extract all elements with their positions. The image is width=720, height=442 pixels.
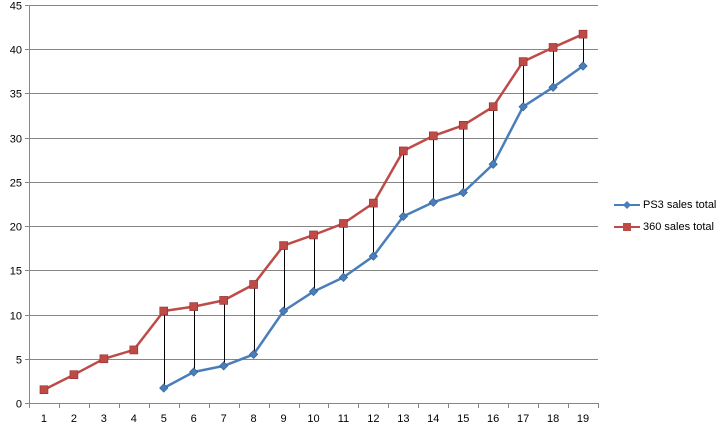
ytick-label-10: 10 [10,311,22,323]
axes [25,5,599,408]
drop-lines [164,34,584,388]
marker-s0-x18 [548,82,558,92]
xtick-label-7: 7 [221,413,227,425]
marker-s0-x16 [488,159,498,169]
marker-s1-x11 [339,219,348,228]
ytick-label-40: 40 [10,45,22,57]
marker-s1-x10 [309,230,318,240]
xtick-label-9: 9 [280,413,286,425]
xtick-label-2: 2 [71,413,77,425]
legend-swatch-ps3 [614,201,640,209]
xtick-label-17: 17 [517,413,529,425]
marker-s0-x17 [518,102,528,112]
legend-item-ps3: PS3 sales total [612,196,716,218]
marker-s1-x2 [69,370,79,379]
marker-s0-x6 [189,367,199,377]
xtick-label-4: 4 [131,413,137,425]
gridlines [29,5,598,360]
marker-s0-x11 [338,272,349,283]
ytick-label-15: 15 [10,266,22,278]
xtick-label-16: 16 [487,413,499,425]
xtick-label-18: 18 [547,413,559,425]
marker-s1-x18 [548,43,558,52]
xtick-label-12: 12 [367,413,379,425]
marker-s1-x3 [99,354,109,364]
xtick-label-10: 10 [307,413,319,425]
marker-s1-x5 [159,306,169,316]
legend-swatch-360 [614,223,640,231]
xtick-label-1: 1 [41,413,47,425]
xtick-label-8: 8 [251,413,257,425]
marker-s0-x14 [428,197,438,207]
xtick-label-15: 15 [457,413,469,425]
ytick-label-0: 0 [16,399,22,411]
marker-s0-x7 [219,361,229,371]
xtick-label-5: 5 [161,413,167,425]
ytick-label-25: 25 [10,178,22,190]
marker-s1-x4 [129,345,139,355]
marker-s1-x13 [399,146,408,156]
marker-s0-x12 [368,251,379,261]
marker-s1-x1 [39,385,49,395]
marker-s1-x9 [279,241,288,250]
marker-s1-x7 [219,296,228,305]
marker-s0-x13 [398,211,408,222]
marker-s1-x17 [518,57,528,66]
series-markers [39,29,588,395]
xtick-label-3: 3 [101,413,107,425]
marker-s0-x10 [308,286,319,297]
marker-s0-x5 [159,383,169,393]
ytick-label-30: 30 [10,134,22,146]
marker-s0-x19 [578,61,588,71]
marker-s0-x15 [458,187,468,198]
marker-s0-x9 [278,306,289,316]
legend-label-ps3: PS3 sales total [643,199,717,211]
marker-s1-x19 [578,29,588,39]
xtick-label-13: 13 [397,413,409,425]
marker-s1-x14 [428,131,438,141]
series-lines [42,32,585,391]
series-line-1 [42,32,585,391]
xtick-label-6: 6 [191,413,197,425]
legend: PS3 sales total 360 sales total [612,196,716,240]
marker-s1-x15 [458,120,468,130]
marker-s1-x12 [369,198,378,208]
xtick-label-14: 14 [427,413,439,425]
marker-s1-x8 [249,280,258,289]
legend-item-360: 360 sales total [612,218,716,240]
ytick-label-45: 45 [10,1,22,13]
marker-s1-x16 [488,102,498,112]
legend-label-360: 360 sales total [643,221,714,233]
ytick-label-20: 20 [10,222,22,234]
xtick-label-19: 19 [577,413,589,425]
ytick-label-5: 5 [16,355,22,367]
xtick-label-11: 11 [338,413,349,425]
marker-s0-x8 [248,349,259,359]
ytick-label-35: 35 [10,89,22,101]
marker-s1-x6 [189,302,199,311]
